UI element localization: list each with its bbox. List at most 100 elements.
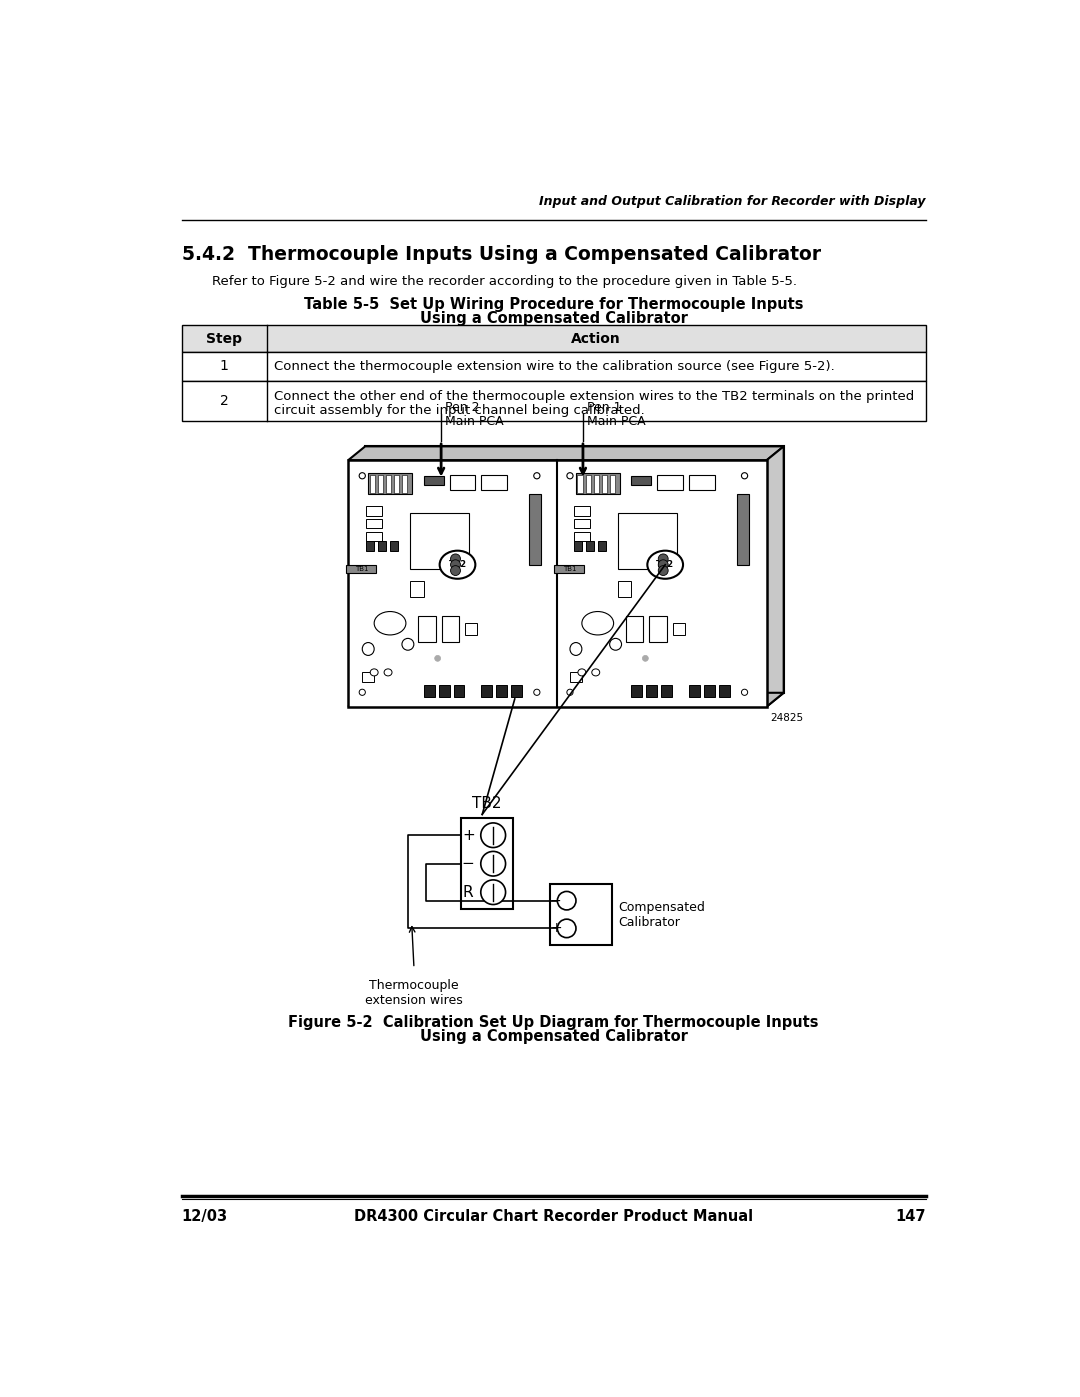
Circle shape — [567, 689, 573, 696]
Text: Using a Compensated Calibrator: Using a Compensated Calibrator — [419, 1028, 688, 1044]
Circle shape — [643, 655, 648, 661]
Text: TB2: TB2 — [448, 560, 467, 569]
Text: 5.4.2  Thermocouple Inputs Using a Compensated Calibrator: 5.4.2 Thermocouple Inputs Using a Compen… — [181, 244, 821, 264]
Circle shape — [742, 689, 747, 696]
Bar — [576, 474, 620, 495]
Ellipse shape — [384, 669, 392, 676]
Text: Figure 5-2  Calibration Set Up Diagram for Thermocouple Inputs: Figure 5-2 Calibration Set Up Diagram fo… — [288, 1014, 819, 1030]
Bar — [597, 541, 606, 550]
Bar — [570, 672, 582, 682]
Text: Pen 2: Pen 2 — [445, 401, 480, 414]
Text: Connect the thermocouple extension wire to the calibration source (see Figure 5-: Connect the thermocouple extension wire … — [274, 360, 835, 373]
Ellipse shape — [570, 643, 582, 655]
Bar — [550, 884, 611, 946]
Bar — [442, 616, 459, 643]
Bar — [689, 475, 715, 490]
Polygon shape — [767, 447, 784, 707]
Bar — [658, 475, 683, 490]
Circle shape — [658, 566, 669, 576]
Text: Table 5-5  Set Up Wiring Procedure for Thermocouple Inputs: Table 5-5 Set Up Wiring Procedure for Th… — [303, 298, 804, 312]
Ellipse shape — [592, 669, 599, 676]
Text: TB2: TB2 — [657, 560, 674, 569]
Bar — [511, 686, 522, 697]
Bar — [719, 686, 730, 697]
Bar — [181, 326, 926, 352]
Bar — [661, 686, 672, 697]
Bar — [369, 475, 375, 493]
Bar — [496, 686, 508, 697]
Bar — [465, 623, 477, 636]
Ellipse shape — [578, 669, 585, 676]
Circle shape — [557, 919, 576, 937]
Text: Step: Step — [206, 331, 242, 345]
Bar — [438, 686, 449, 697]
Circle shape — [742, 472, 747, 479]
Circle shape — [434, 655, 441, 661]
Ellipse shape — [647, 550, 683, 578]
Bar — [378, 475, 383, 493]
Text: DR4300 Circular Chart Recorder Product Manual: DR4300 Circular Chart Recorder Product M… — [354, 1210, 753, 1224]
Text: 2: 2 — [219, 394, 229, 408]
Bar — [386, 475, 391, 493]
Bar — [418, 616, 435, 643]
Circle shape — [360, 472, 365, 479]
Polygon shape — [348, 693, 784, 707]
Ellipse shape — [440, 550, 475, 578]
Text: −: − — [462, 856, 474, 872]
Text: R: R — [463, 884, 473, 900]
Circle shape — [609, 638, 622, 650]
Circle shape — [450, 566, 460, 576]
Bar — [347, 564, 376, 573]
Circle shape — [658, 560, 669, 570]
Bar — [390, 541, 397, 550]
Circle shape — [567, 472, 573, 479]
Circle shape — [450, 555, 460, 564]
Ellipse shape — [582, 612, 613, 636]
Bar — [366, 520, 382, 528]
Bar — [602, 475, 607, 493]
Text: Input and Output Calibration for Recorder with Display: Input and Output Calibration for Recorde… — [539, 194, 926, 208]
Bar — [578, 475, 583, 493]
Bar — [649, 616, 667, 643]
Bar — [423, 476, 444, 485]
Text: Main PCA: Main PCA — [445, 415, 503, 427]
Bar — [673, 623, 685, 636]
Bar — [482, 475, 508, 490]
Bar — [585, 475, 591, 493]
Bar — [554, 564, 584, 573]
Bar — [394, 475, 400, 493]
Text: Thermocouple
extension wires: Thermocouple extension wires — [365, 979, 463, 1007]
Bar — [181, 352, 926, 381]
Bar — [362, 672, 374, 682]
Bar — [410, 581, 423, 598]
Bar — [573, 532, 590, 541]
Bar — [368, 474, 411, 495]
Text: −: − — [550, 894, 562, 908]
Text: +: + — [462, 828, 474, 842]
Bar — [378, 541, 386, 550]
Bar — [366, 506, 382, 515]
Bar — [573, 520, 590, 528]
Bar — [625, 616, 644, 643]
Bar — [460, 819, 513, 909]
Text: TB1: TB1 — [563, 566, 577, 571]
Ellipse shape — [370, 669, 378, 676]
Text: Using a Compensated Calibrator: Using a Compensated Calibrator — [419, 312, 688, 326]
Text: 24825: 24825 — [770, 712, 804, 722]
Bar — [737, 495, 748, 564]
Text: Pen 1: Pen 1 — [586, 401, 621, 414]
Text: TB2: TB2 — [472, 795, 501, 810]
Text: 12/03: 12/03 — [181, 1210, 228, 1224]
Circle shape — [557, 891, 576, 909]
Bar — [594, 475, 599, 493]
Bar — [618, 513, 677, 570]
Bar — [181, 381, 926, 420]
Text: 1: 1 — [219, 359, 229, 373]
Bar — [632, 686, 643, 697]
Circle shape — [534, 689, 540, 696]
Text: Main PCA: Main PCA — [586, 415, 646, 427]
Polygon shape — [365, 447, 784, 693]
Bar — [529, 495, 541, 564]
Ellipse shape — [374, 612, 406, 636]
Text: Action: Action — [571, 331, 621, 345]
